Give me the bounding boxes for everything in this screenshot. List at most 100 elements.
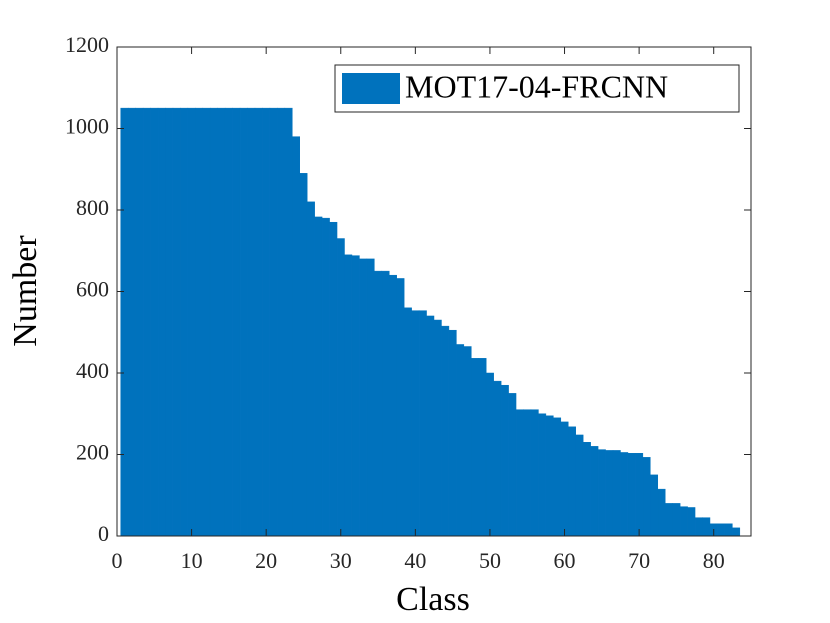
bar (187, 107, 196, 537)
legend-box (334, 64, 740, 113)
bar (254, 107, 263, 537)
bar (664, 503, 673, 537)
bar (351, 255, 360, 537)
bar (553, 417, 562, 537)
bar (530, 409, 539, 537)
bar (366, 258, 375, 537)
x-tick-label: 30 (330, 548, 352, 573)
bar (381, 270, 390, 537)
bar (485, 372, 494, 537)
bar (732, 527, 741, 537)
bar (545, 415, 554, 537)
bar (306, 201, 315, 537)
x-tick-label: 60 (554, 548, 576, 573)
bar (202, 107, 211, 537)
bar (441, 325, 450, 537)
bar (284, 107, 293, 537)
bar (515, 409, 524, 537)
bar (396, 278, 405, 537)
bar (456, 344, 465, 537)
x-tick-label: 80 (703, 548, 725, 573)
y-tick-label: 0 (98, 521, 109, 546)
bar (403, 307, 412, 537)
x-tick-label: 10 (181, 548, 203, 573)
bar (344, 254, 353, 537)
x-axis-label: Class (396, 581, 470, 618)
bar (292, 136, 300, 537)
bar (172, 107, 181, 537)
bar (590, 446, 599, 537)
legend-label: MOT17-04-FRCNN (405, 68, 668, 104)
bar (500, 384, 509, 537)
bar (612, 450, 621, 537)
bar (679, 506, 688, 537)
bar (239, 107, 248, 537)
x-tick-label: 20 (255, 548, 277, 573)
y-tick-label: 1200 (65, 32, 109, 57)
bar (418, 310, 427, 537)
bar (120, 107, 129, 537)
bar (359, 258, 368, 537)
bar (299, 173, 308, 537)
x-tick-label: 40 (404, 548, 426, 573)
bar (471, 358, 480, 537)
bar (538, 413, 547, 537)
bar (336, 238, 345, 537)
bar (463, 346, 472, 537)
bar (582, 442, 591, 537)
bar (277, 107, 286, 537)
x-tick-label: 50 (479, 548, 501, 573)
bar (374, 270, 383, 537)
y-tick-label: 400 (76, 358, 109, 383)
bar (724, 523, 733, 537)
bar (321, 217, 330, 537)
bar (411, 310, 420, 537)
bar (247, 107, 256, 537)
bar (702, 517, 711, 537)
bar (717, 523, 726, 537)
bar (433, 319, 442, 537)
bar (157, 107, 166, 537)
bar (560, 421, 569, 537)
bar (127, 107, 136, 537)
y-tick-label: 600 (76, 277, 109, 302)
bar (627, 453, 636, 537)
bar (687, 507, 696, 537)
legend-swatch (342, 73, 400, 104)
bar (217, 107, 226, 537)
bar (195, 107, 204, 537)
bar (568, 426, 576, 537)
bar (605, 450, 614, 537)
y-axis-label: Number (7, 235, 44, 347)
bar (635, 453, 644, 537)
bar (478, 358, 487, 537)
bar (232, 107, 241, 537)
y-tick-label: 1000 (65, 114, 109, 139)
bar (597, 449, 606, 537)
bar (508, 393, 517, 537)
bar (657, 488, 666, 537)
bar (329, 221, 338, 537)
bar (694, 517, 703, 537)
bar (262, 107, 271, 537)
x-tick-label: 0 (112, 548, 123, 573)
y-tick-label: 800 (76, 195, 109, 220)
bar (150, 107, 159, 537)
bar (180, 107, 189, 537)
bar (448, 329, 457, 537)
bar (269, 107, 278, 537)
bar (672, 503, 681, 537)
bar (426, 315, 435, 537)
bar (135, 107, 144, 537)
y-tick-label: 200 (76, 440, 109, 465)
bar (620, 452, 629, 537)
bar (650, 474, 659, 537)
bar (142, 107, 151, 537)
bar (493, 380, 502, 537)
bar (209, 107, 218, 537)
bar (642, 457, 651, 537)
bar (224, 107, 233, 537)
bar (575, 434, 584, 537)
x-tick-label: 70 (628, 548, 650, 573)
bar (165, 107, 174, 537)
